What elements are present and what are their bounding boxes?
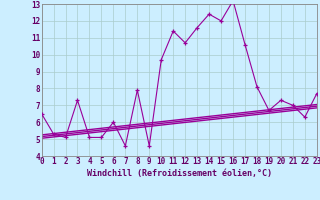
X-axis label: Windchill (Refroidissement éolien,°C): Windchill (Refroidissement éolien,°C) [87,169,272,178]
